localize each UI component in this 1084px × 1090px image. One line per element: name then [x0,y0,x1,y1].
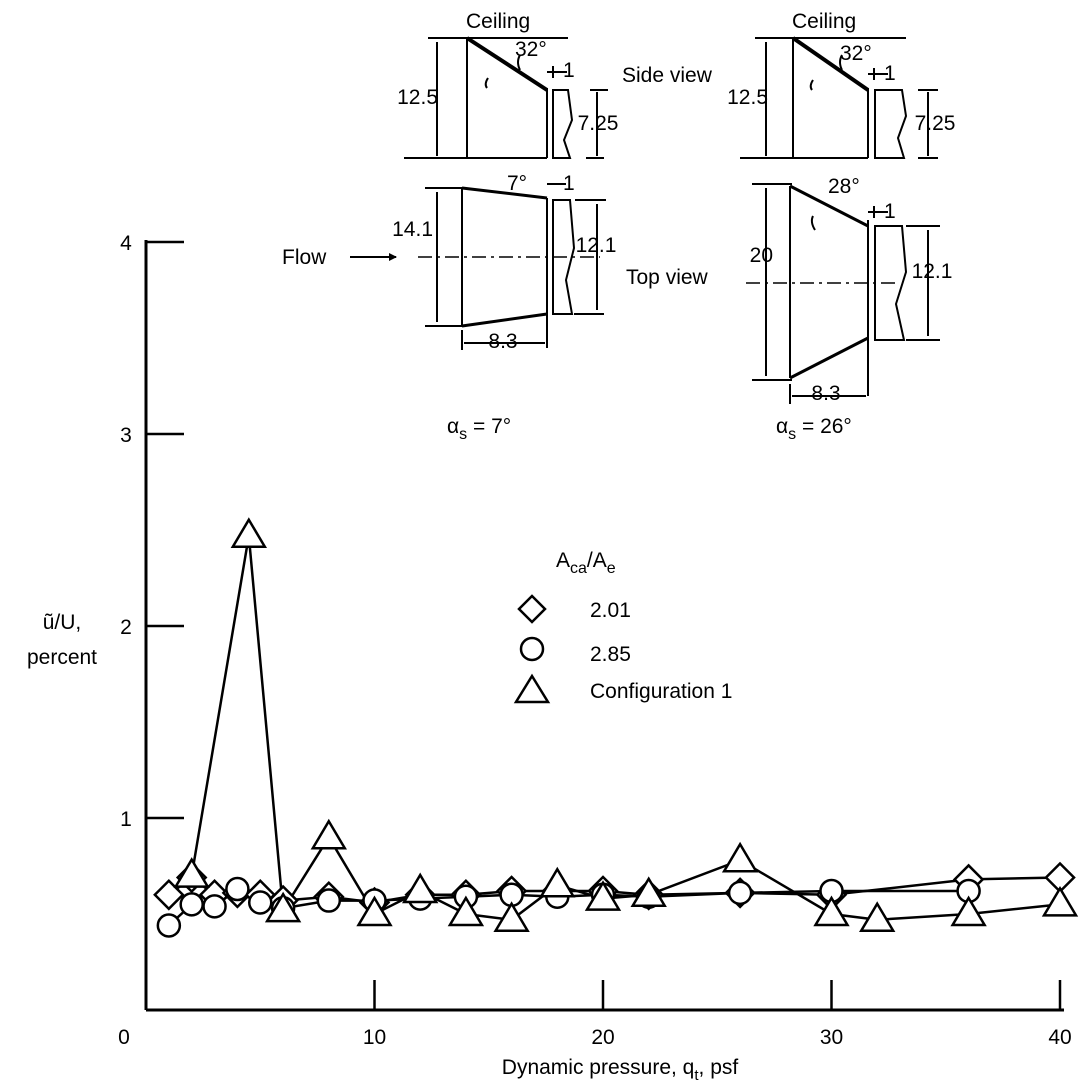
left-side-view: Ceiling 12.5 32° 1 7.25 [397,10,619,159]
triangle-point-14 [950,895,987,927]
legend-label-config-1: Configuration 1 [590,680,732,703]
triangle-point-3 [310,818,347,850]
left-top-gap: 1 [563,172,575,195]
legend-title-mid: /A [587,549,607,572]
left-top-view: 14.1 7° 1 12.1 8.3 Flow [282,172,616,353]
legend-title-sub2: e [607,560,616,577]
legend-title-sub1: ca [570,560,587,577]
triangle-point-10 [630,876,667,908]
right-side-height: 12.5 [727,86,768,109]
y-tick-label-3: 3 [120,424,132,447]
series-markers-triangle [173,517,1079,933]
left-length: 8.3 [488,330,517,353]
left-alpha: αs = 7° [447,415,511,443]
legend-label-2-85: 2.85 [590,643,631,666]
right-side-angle: 32° [840,42,872,65]
triangle-point-6 [447,895,485,927]
circle-point-0 [156,913,182,938]
right-side-view: Side view Ceiling 12.5 32° 1 7.25 [622,10,956,159]
right-top-view: Top view 20 28° 1 12.1 8.3 [626,175,952,405]
x-tick-label-20: 20 [591,1026,614,1049]
x-tick-label-0: 0 [118,1026,130,1049]
left-side-duct: 7.25 [578,112,619,135]
left-alpha-value: = 7° [467,415,511,438]
left-top-width: 14.1 [392,218,433,241]
top-view-label: Top view [626,266,709,289]
triangle-point-5 [402,872,439,904]
left-side-angle: 32° [515,38,547,61]
circle-point-4 [248,890,273,915]
legend-title: Aca/Ae [556,549,616,577]
right-top-width: 20 [750,244,773,267]
triangle-point-1 [230,517,268,549]
left-top-duct: 12.1 [576,234,617,257]
legend-title-a: A [556,549,570,572]
circle-point-2 [202,894,227,919]
right-length: 8.3 [811,382,840,405]
right-alpha-symbol: α [776,415,788,438]
right-top-gap: 1 [884,200,896,223]
triangle-point-15 [1041,885,1079,917]
right-side-gap: 1 [884,62,896,85]
right-top-duct: 12.1 [912,260,953,283]
x-axis-label-sub: t [694,1067,699,1084]
x-tick-label-30: 30 [820,1026,843,1049]
right-alpha: αs = 26° [776,415,852,443]
y-tick-label-4: 4 [120,232,132,255]
legend-label-2-01: 2.01 [590,599,631,622]
triangle-point-7 [493,901,530,933]
legend-diamond-marker [517,594,547,624]
y-tick-label-2: 2 [120,616,132,639]
y-axis-label-line1: ũ/U, [43,611,82,634]
circle-point-14 [727,880,753,906]
y-tick-label-1: 1 [120,808,132,831]
inset-diagram: Ceiling 12.5 32° 1 7.25 [282,10,955,443]
triangle-point-12 [813,895,850,927]
side-view-label: Side view [622,64,713,87]
right-top-angle: 28° [828,175,860,198]
series-layer [153,517,1079,938]
circle-point-3 [225,876,250,902]
legend-triangle-marker [513,673,551,704]
triangle-point-0 [173,857,210,888]
right-alpha-value: = 26° [796,415,852,438]
left-alpha-sub: s [459,426,467,443]
x-axis-label: Dynamic pressure, qt, psf [502,1056,739,1084]
triangle-point-13 [859,901,896,933]
legend-circle-marker [519,636,545,662]
circle-point-1 [179,892,204,917]
right-side-duct: 7.25 [915,112,956,135]
tick-marks [146,240,1062,1010]
left-ceiling-label: Ceiling [466,10,530,33]
circle-point-6 [316,888,342,913]
triangle-point-2 [264,891,302,923]
left-alpha-symbol: α [447,415,459,438]
series-triangle [190,535,1061,922]
x-tick-label-10: 10 [363,1026,386,1049]
legend: Aca/Ae 2.01 2.85 Configuration 1 [513,549,732,704]
x-axis-label-suffix: , psf [699,1056,739,1079]
triangle-point-11 [721,841,759,873]
tick-labels: 0 10 20 30 40 1 2 3 4 [118,232,1072,1049]
right-alpha-sub: s [788,426,796,443]
left-side-height: 12.5 [397,86,438,109]
flow-label: Flow [282,246,327,269]
x-tick-label-40: 40 [1048,1026,1071,1049]
right-ceiling-label: Ceiling [792,10,856,33]
left-top-angle: 7° [507,172,527,195]
triangle-point-9 [584,880,622,911]
triangle-point-8 [539,866,576,898]
triangle-point-4 [356,895,393,927]
x-axis-label-main: Dynamic pressure, q [502,1056,695,1079]
y-axis-label-line2: percent [27,646,97,669]
left-side-gap: 1 [563,59,575,82]
series-line-triangle [190,535,1061,922]
